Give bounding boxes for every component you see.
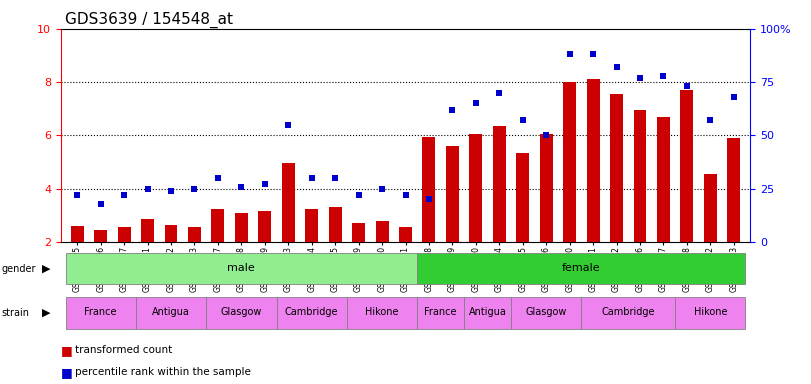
Bar: [352, 223, 365, 242]
Point: [71, 192, 84, 198]
Bar: [305, 209, 318, 242]
Bar: [399, 227, 412, 242]
Bar: [657, 117, 670, 242]
Point: [633, 75, 646, 81]
Point: [118, 192, 131, 198]
Bar: [423, 137, 436, 242]
Bar: [212, 209, 225, 242]
Bar: [71, 226, 84, 242]
Bar: [235, 213, 248, 242]
Text: transformed count: transformed count: [75, 345, 173, 355]
Point: [470, 100, 483, 106]
Bar: [464, 297, 511, 328]
Text: male: male: [228, 263, 255, 273]
Point: [657, 73, 670, 79]
Point: [563, 51, 576, 58]
Bar: [727, 138, 740, 242]
Text: Cambridge: Cambridge: [602, 307, 655, 317]
Bar: [66, 297, 136, 328]
Point: [328, 175, 341, 181]
Bar: [517, 153, 530, 242]
Bar: [470, 134, 483, 242]
Text: strain: strain: [2, 308, 30, 318]
Bar: [206, 297, 277, 328]
Bar: [633, 110, 646, 242]
Text: gender: gender: [2, 264, 36, 274]
Text: ■: ■: [61, 366, 72, 379]
Bar: [141, 219, 154, 242]
Point: [493, 90, 506, 96]
Text: ▶: ▶: [42, 264, 50, 274]
Bar: [446, 146, 459, 242]
Bar: [563, 82, 576, 242]
Bar: [118, 227, 131, 242]
Bar: [188, 227, 201, 242]
Bar: [281, 163, 294, 242]
Bar: [136, 297, 206, 328]
Point: [446, 107, 459, 113]
Text: percentile rank within the sample: percentile rank within the sample: [75, 367, 251, 377]
Text: GDS3639 / 154548_at: GDS3639 / 154548_at: [65, 12, 233, 28]
Point: [259, 181, 272, 187]
Point: [212, 175, 225, 181]
Text: Glasgow: Glasgow: [221, 307, 262, 317]
Point: [610, 64, 623, 70]
Text: ■: ■: [61, 344, 72, 357]
Bar: [66, 253, 417, 284]
Text: France: France: [84, 307, 117, 317]
Point: [165, 188, 178, 194]
Point: [539, 132, 552, 139]
Text: ▶: ▶: [42, 308, 50, 318]
Point: [680, 83, 693, 89]
Point: [423, 196, 436, 202]
Bar: [277, 297, 347, 328]
Bar: [675, 297, 745, 328]
Bar: [493, 126, 506, 242]
Point: [352, 192, 365, 198]
Text: Cambridge: Cambridge: [285, 307, 338, 317]
Bar: [328, 207, 341, 242]
Bar: [165, 225, 178, 242]
Bar: [511, 297, 581, 328]
Point: [727, 94, 740, 100]
Text: Hikone: Hikone: [365, 307, 399, 317]
Text: Antigua: Antigua: [469, 307, 507, 317]
Point: [94, 200, 107, 207]
Bar: [259, 211, 271, 242]
Point: [141, 185, 154, 192]
Point: [188, 185, 201, 192]
Point: [281, 122, 294, 128]
Bar: [704, 174, 717, 242]
Text: Antigua: Antigua: [152, 307, 190, 317]
Bar: [94, 230, 107, 242]
Bar: [347, 297, 417, 328]
Bar: [680, 90, 693, 242]
Text: female: female: [562, 263, 601, 273]
Bar: [417, 297, 464, 328]
Point: [305, 175, 318, 181]
Bar: [610, 94, 623, 242]
Point: [586, 51, 599, 58]
Point: [375, 185, 388, 192]
Bar: [375, 220, 388, 242]
Point: [235, 184, 248, 190]
Bar: [417, 253, 745, 284]
Bar: [586, 79, 599, 242]
Point: [704, 118, 717, 124]
Text: Glasgow: Glasgow: [526, 307, 567, 317]
Bar: [581, 297, 675, 328]
Point: [399, 192, 412, 198]
Point: [517, 118, 530, 124]
Bar: [540, 134, 552, 242]
Text: France: France: [424, 307, 457, 317]
Text: Hikone: Hikone: [693, 307, 727, 317]
